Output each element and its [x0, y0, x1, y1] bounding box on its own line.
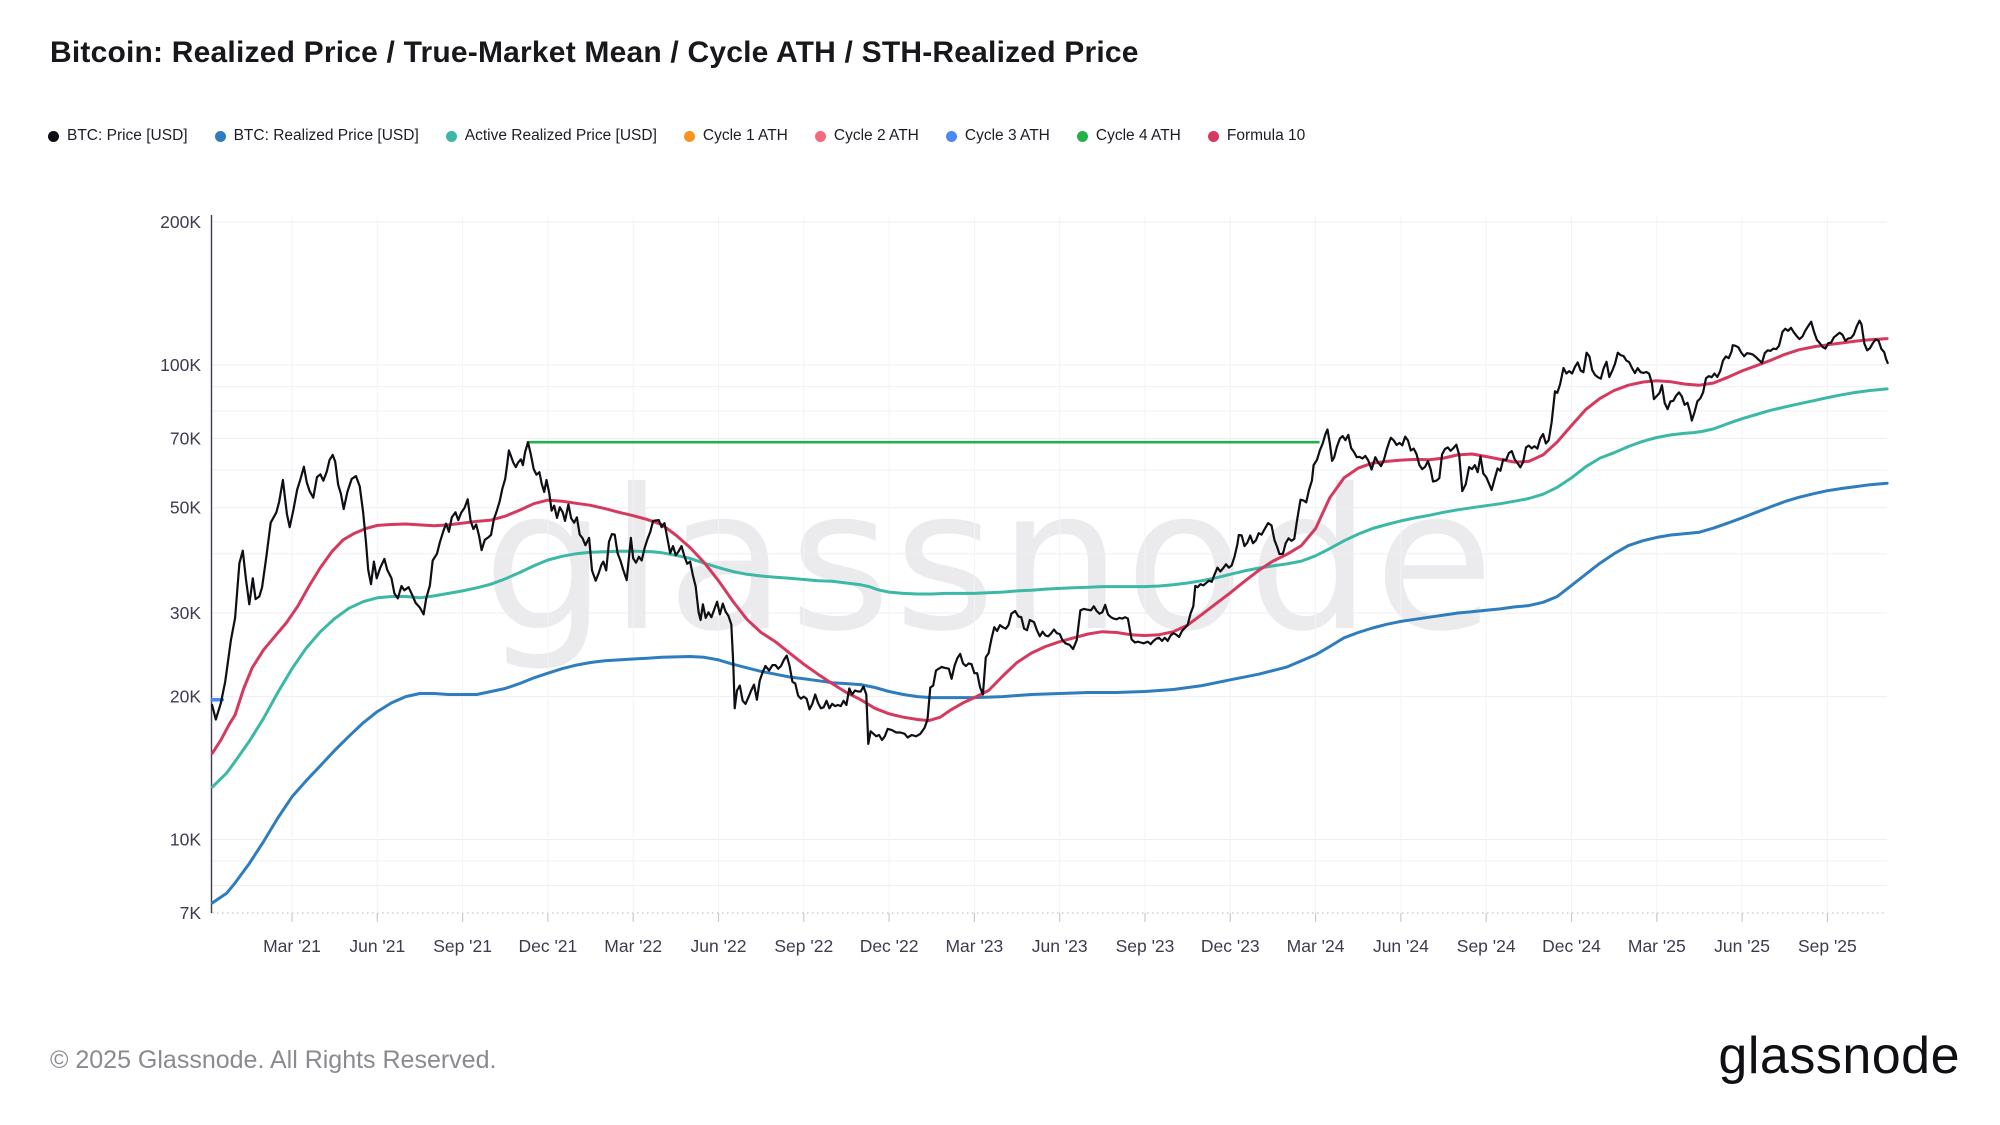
- y-axis-label-10k: 10K: [170, 829, 201, 849]
- watermark-glassnode: glassnode: [483, 447, 1497, 674]
- series-line-active-realized-price-usd: [210, 387, 1889, 789]
- x-axis-label-5: Jun '22: [691, 936, 747, 956]
- x-axis-label-1: Jun '21: [349, 936, 405, 956]
- x-axis-label-6: Sep '22: [774, 936, 833, 956]
- x-axis-label-0: Mar '21: [263, 936, 321, 956]
- x-axis-label-4: Mar '22: [604, 936, 662, 956]
- y-axis-label-30k: 30K: [170, 603, 201, 623]
- x-axis-label-7: Dec '22: [860, 936, 919, 956]
- legend-dot-icon: [814, 130, 826, 142]
- x-axis-label-10: Sep '23: [1116, 936, 1175, 956]
- y-axis-label-70k: 70K: [170, 428, 201, 448]
- x-axis-label-18: Sep '25: [1798, 936, 1857, 956]
- legend-dot-icon: [445, 130, 457, 142]
- y-axis-label-200k: 200K: [160, 212, 201, 232]
- legend-label: Cycle 1 ATH: [702, 127, 788, 144]
- x-axis-label-12: Mar '24: [1287, 936, 1345, 956]
- page-title: Bitcoin: Realized Price / True-Market Me…: [50, 36, 1139, 69]
- legend-item-active-realized-price-usd[interactable]: Active Realized Price [USD]: [445, 127, 657, 145]
- series-line-btc-realized-price-usd: [210, 481, 1889, 905]
- x-axis-label-13: Jun '24: [1373, 936, 1429, 956]
- legend-label: Cycle 4 ATH: [1095, 127, 1181, 144]
- y-axis-label-7k: 7K: [180, 903, 202, 923]
- legend-dot-icon: [48, 130, 59, 142]
- legend-label: Cycle 3 ATH: [964, 127, 1050, 144]
- glassnode-logo: glassnode: [1718, 1027, 1960, 1085]
- x-axis-label-17: Jun '25: [1714, 936, 1770, 956]
- y-axis-label-50k: 50K: [170, 498, 201, 518]
- x-axis-label-11: Dec '23: [1201, 936, 1260, 956]
- x-axis-label-14: Sep '24: [1457, 936, 1516, 956]
- chart-legend: BTC: Price [USD] BTC: Realized Price [USD…: [48, 127, 1305, 145]
- y-axis-label-20k: 20K: [170, 687, 201, 707]
- legend-label: BTC: Price [USD]: [67, 127, 188, 144]
- legend-item-cycle-2-ath[interactable]: Cycle 2 ATH: [814, 127, 919, 145]
- legend-item-cycle-3-ath[interactable]: Cycle 3 ATH: [945, 127, 1050, 145]
- legend-item-btc-price-usd[interactable]: BTC: Price [USD]: [48, 127, 188, 145]
- legend-item-formula-10[interactable]: Formula 10: [1207, 127, 1306, 145]
- series-line-formula-10: [210, 337, 1889, 755]
- y-axis-label-100k: 100K: [160, 355, 201, 375]
- legend-dot-icon: [1207, 130, 1219, 142]
- legend-label: Formula 10: [1226, 127, 1306, 144]
- legend-item-cycle-1-ath[interactable]: Cycle 1 ATH: [683, 127, 788, 145]
- legend-label: Active Realized Price [USD]: [464, 127, 657, 144]
- series-line-btc-price-usd: [211, 319, 1889, 746]
- legend-item-btc-realized-price-usd[interactable]: BTC: Realized Price [USD]: [214, 127, 419, 145]
- x-axis-label-3: Dec '21: [518, 936, 577, 956]
- legend-dot-icon: [683, 130, 695, 142]
- x-axis-label-8: Mar '23: [945, 936, 1003, 956]
- legend-dot-icon: [945, 130, 957, 142]
- legend-item-cycle-4-ath[interactable]: Cycle 4 ATH: [1076, 127, 1181, 145]
- legend-label: BTC: Realized Price [USD]: [233, 127, 419, 144]
- legend-dot-icon: [1076, 130, 1088, 142]
- x-axis-label-15: Dec '24: [1542, 936, 1601, 956]
- copyright-text: © 2025 Glassnode. All Rights Reserved.: [50, 1046, 497, 1074]
- legend-dot-icon: [214, 130, 226, 142]
- x-axis-label-16: Mar '25: [1628, 936, 1686, 956]
- legend-label: Cycle 2 ATH: [833, 127, 919, 144]
- x-axis-label-2: Sep '21: [433, 936, 492, 956]
- x-axis-label-9: Jun '23: [1032, 936, 1088, 956]
